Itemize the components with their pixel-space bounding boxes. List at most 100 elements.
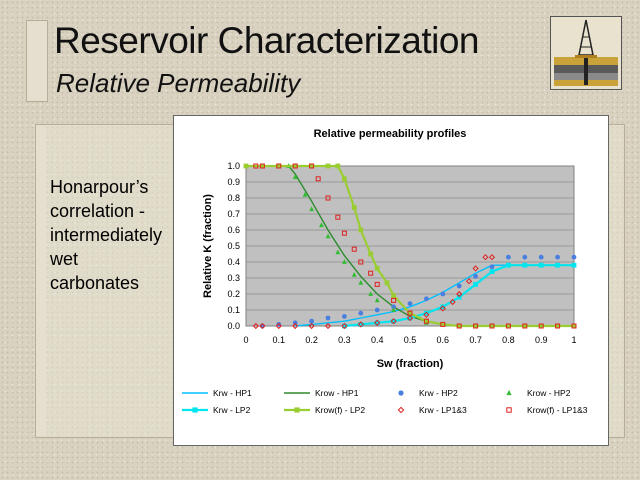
data-point <box>424 318 429 324</box>
legend-item: Krow(f) - LP1&3 <box>506 405 588 415</box>
data-point <box>456 294 462 300</box>
data-point <box>309 318 314 324</box>
data-point <box>342 176 347 182</box>
data-point <box>294 407 300 413</box>
data-point <box>253 163 259 169</box>
data-point <box>440 291 446 297</box>
y-tick-label: 0.7 <box>227 209 240 219</box>
data-point <box>276 163 282 169</box>
x-tick-label: 0.5 <box>404 335 417 345</box>
data-point <box>488 254 496 261</box>
body-line: carbonates <box>50 273 140 293</box>
data-point <box>308 322 315 330</box>
data-point <box>407 310 413 316</box>
y-tick-label: 0.6 <box>227 225 240 235</box>
y-tick-label: 0.4 <box>227 257 240 267</box>
data-point <box>407 301 413 306</box>
data-point <box>407 310 413 316</box>
legend-label: Krow(f) - LP1&3 <box>527 405 588 415</box>
data-point <box>276 322 282 327</box>
x-tick-label: 1 <box>571 335 576 345</box>
grid-lines <box>246 181 574 311</box>
data-point <box>292 320 298 326</box>
data-point <box>275 322 282 330</box>
body-line: Honarpour’s <box>50 177 149 197</box>
data-point <box>406 314 414 322</box>
x-tick-label: 0.3 <box>338 335 351 345</box>
legend-item: Krw - HP2 <box>398 388 458 398</box>
data-point <box>489 269 495 274</box>
y-tick-label: 0.5 <box>227 241 240 251</box>
data-point <box>324 322 332 330</box>
data-point <box>423 318 429 324</box>
data-point <box>374 297 380 303</box>
chart-container: Relative permeability profiles Sw (fract… <box>173 115 609 446</box>
data-point <box>243 163 249 169</box>
x-tick-label: 0.6 <box>437 335 450 345</box>
body-line: wet <box>50 249 79 269</box>
data-point <box>309 206 314 212</box>
data-point <box>449 298 456 306</box>
data-point <box>522 254 528 260</box>
data-point <box>292 322 299 330</box>
data-point <box>555 254 560 260</box>
data-point <box>489 323 495 329</box>
data-point <box>571 254 577 260</box>
data-point <box>319 222 324 228</box>
legend-label: Krw - HP1 <box>213 388 252 398</box>
data-point <box>506 262 511 268</box>
data-point <box>538 323 544 329</box>
data-point <box>341 230 347 236</box>
data-point <box>341 322 348 330</box>
body-text: Honarpour’s correlation - intermediately… <box>50 175 180 295</box>
data-point <box>391 318 396 324</box>
data-point <box>374 281 380 287</box>
data-point <box>423 311 430 318</box>
y-tick-label: 0.0 <box>227 321 240 331</box>
data-point <box>374 307 380 313</box>
data-point <box>335 163 341 169</box>
data-point <box>325 233 331 239</box>
x-axis-label: Sw (fraction) <box>377 358 444 370</box>
data-point <box>259 322 266 330</box>
data-point <box>351 271 357 277</box>
data-point <box>292 163 298 169</box>
x-tick-label: 0.7 <box>469 335 482 345</box>
data-point <box>456 283 462 289</box>
relative-permeability-chart: Relative permeability profiles Sw (fract… <box>182 128 588 415</box>
data-point <box>358 322 364 327</box>
data-point <box>489 323 495 329</box>
y-tick-label: 0.2 <box>227 289 240 299</box>
data-point <box>358 227 364 233</box>
data-point <box>571 323 577 329</box>
data-point <box>522 262 528 268</box>
data-point <box>384 280 390 286</box>
legend-item: Krw - HP1 <box>182 388 252 398</box>
data-point <box>482 254 489 261</box>
data-point <box>192 407 198 413</box>
legend-label: Krow - HP1 <box>315 388 359 398</box>
data-point <box>342 323 347 329</box>
series-krw-lp1-3 <box>252 254 496 330</box>
data-point <box>309 163 314 169</box>
data-point <box>391 297 397 303</box>
legend-item: Krow - HP2 <box>506 388 571 398</box>
data-point <box>439 305 446 312</box>
data-point <box>368 270 374 276</box>
legend-label: Krw - HP2 <box>419 388 458 398</box>
data-point <box>555 323 561 329</box>
data-point <box>391 304 396 310</box>
data-point <box>315 176 321 182</box>
data-point <box>252 322 259 330</box>
data-point <box>555 262 560 268</box>
data-point <box>276 163 282 169</box>
data-point <box>522 323 528 329</box>
y-tick-label: 0.1 <box>227 305 240 315</box>
series-krow-f-lp2 <box>243 163 577 329</box>
legend-label: Krw - LP2 <box>213 405 251 415</box>
data-point <box>505 323 511 329</box>
chart-title: Relative permeability profiles <box>314 128 467 140</box>
series-krw-hp2 <box>260 254 577 329</box>
data-point <box>456 323 462 329</box>
data-point <box>390 318 397 325</box>
